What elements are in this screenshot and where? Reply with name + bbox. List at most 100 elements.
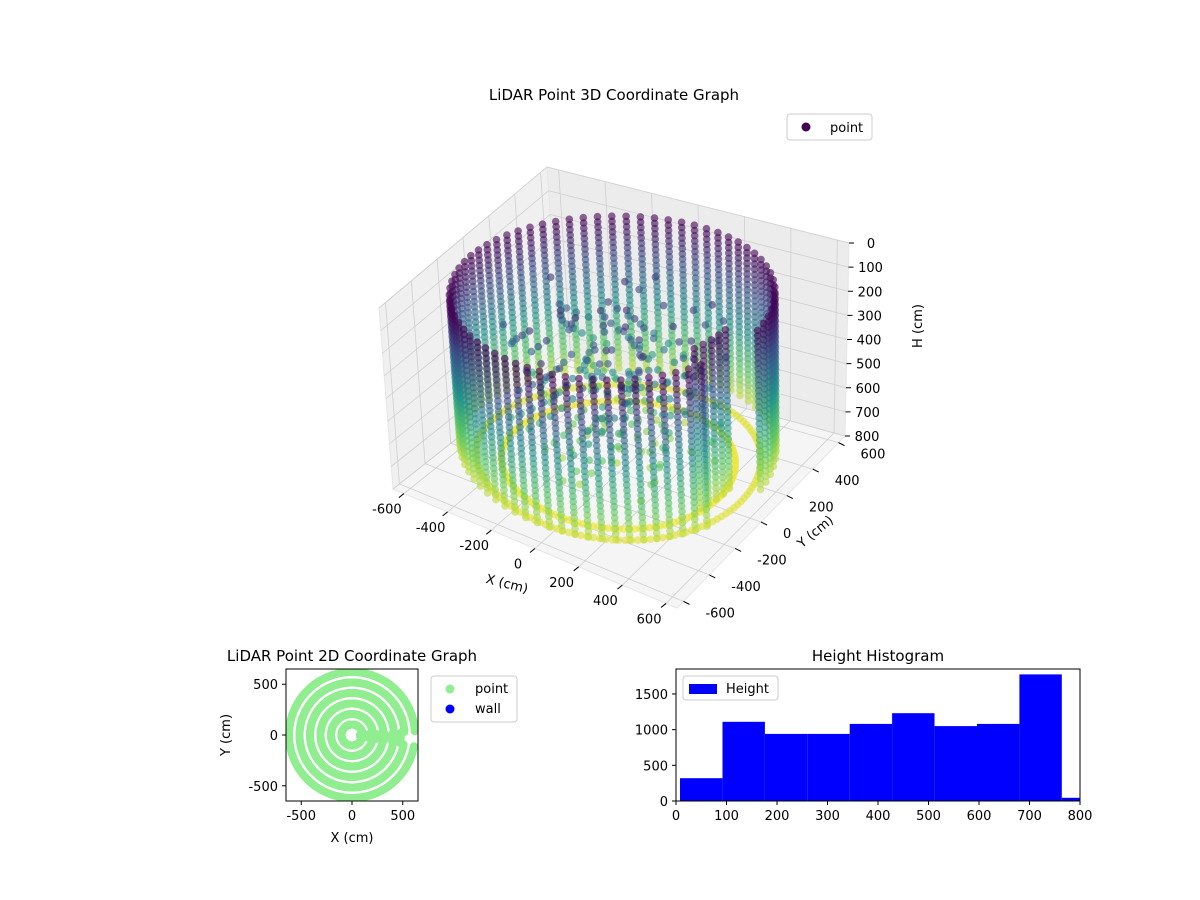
point-3d bbox=[675, 452, 684, 460]
point-3d bbox=[543, 491, 552, 499]
point-3d bbox=[707, 341, 716, 350]
chart-2d: LiDAR Point 2D Coordinate Graph -500 0 500… bbox=[219, 647, 518, 846]
point-3d bbox=[512, 375, 521, 384]
point-3d bbox=[635, 447, 643, 455]
point-3d bbox=[645, 384, 654, 393]
point-3d bbox=[717, 424, 726, 432]
point-3d bbox=[666, 268, 674, 277]
point-3d bbox=[754, 343, 762, 351]
point-3d bbox=[637, 223, 645, 232]
point-3d bbox=[692, 289, 700, 298]
point-3d bbox=[704, 288, 712, 296]
point-3d bbox=[621, 448, 629, 456]
point-3d bbox=[761, 407, 769, 415]
point-3d bbox=[725, 259, 733, 268]
point-3d bbox=[659, 388, 668, 396]
point-3d bbox=[715, 286, 723, 295]
point-3d bbox=[659, 533, 667, 542]
point-3d bbox=[714, 239, 722, 247]
point-3d bbox=[751, 297, 759, 305]
point-3d bbox=[617, 381, 625, 390]
point-3d bbox=[672, 374, 680, 382]
y3d-tick bbox=[683, 600, 690, 605]
point-3d bbox=[639, 535, 648, 544]
point-3d bbox=[754, 359, 762, 368]
point-3d bbox=[518, 331, 526, 340]
point-3d bbox=[653, 287, 661, 296]
point-3d bbox=[703, 272, 712, 280]
point-3d bbox=[621, 277, 629, 286]
point-3d bbox=[562, 383, 570, 392]
point-3d bbox=[529, 449, 537, 457]
point-3d bbox=[592, 436, 601, 444]
point-3d bbox=[581, 478, 590, 487]
point-3d bbox=[689, 482, 698, 490]
point-3d bbox=[664, 499, 673, 508]
point-3d bbox=[603, 387, 612, 396]
point-3d bbox=[735, 301, 743, 310]
point-3d bbox=[715, 281, 723, 290]
point-3d bbox=[660, 416, 669, 424]
point-3d bbox=[690, 344, 699, 353]
point-3d bbox=[717, 402, 725, 411]
point-3d bbox=[724, 440, 733, 449]
point-3d bbox=[693, 438, 702, 446]
point-3d bbox=[652, 261, 660, 270]
point-3d bbox=[690, 350, 699, 358]
point-3d bbox=[677, 223, 686, 232]
point-3d bbox=[533, 518, 542, 527]
point-3d bbox=[701, 483, 710, 492]
point-3d bbox=[603, 376, 611, 385]
point-3d bbox=[593, 447, 601, 455]
point-3d bbox=[568, 476, 576, 484]
point-3d bbox=[618, 392, 626, 401]
point-3d bbox=[680, 297, 688, 306]
point-3d bbox=[712, 495, 720, 503]
point-3d bbox=[529, 460, 538, 468]
point-3d bbox=[563, 405, 572, 414]
point-3d bbox=[715, 276, 723, 284]
point-3d bbox=[689, 487, 698, 496]
point-3d bbox=[553, 451, 562, 460]
point-3d bbox=[677, 485, 685, 494]
point-3d bbox=[703, 240, 711, 249]
point-3d bbox=[679, 271, 687, 279]
point-3d bbox=[665, 510, 673, 519]
point-3d bbox=[756, 458, 764, 466]
point-3d bbox=[604, 403, 613, 412]
point-3d bbox=[708, 358, 716, 366]
point-3d bbox=[590, 397, 598, 406]
point-3d bbox=[688, 454, 697, 462]
point-3d bbox=[650, 473, 658, 482]
point-3d bbox=[691, 372, 700, 380]
point-3d bbox=[569, 497, 577, 506]
point-3d bbox=[719, 473, 727, 482]
point-3d bbox=[632, 403, 641, 411]
point-3d bbox=[653, 534, 661, 543]
point-3d bbox=[725, 270, 733, 278]
point-3d bbox=[693, 427, 702, 435]
point-3d bbox=[608, 469, 616, 478]
point-3d bbox=[579, 445, 588, 454]
point-3d bbox=[736, 381, 744, 389]
point-3d bbox=[640, 324, 648, 332]
point-3d bbox=[715, 336, 723, 345]
point-3d bbox=[654, 308, 662, 317]
point-3d bbox=[686, 398, 694, 407]
point-3d bbox=[527, 347, 536, 356]
point-3d bbox=[651, 380, 659, 389]
point-3d bbox=[638, 508, 646, 516]
point-3d bbox=[677, 502, 686, 510]
point-3d bbox=[564, 416, 572, 425]
point-3d bbox=[651, 506, 660, 515]
point-3d bbox=[635, 285, 643, 294]
point-3d bbox=[662, 454, 671, 463]
point-3d bbox=[604, 392, 612, 401]
point-3d bbox=[673, 402, 682, 410]
point-3d bbox=[699, 416, 707, 425]
y3d-tick-label: -600 bbox=[705, 606, 735, 621]
point-3d bbox=[557, 516, 566, 524]
point-3d bbox=[754, 381, 763, 390]
point-3d bbox=[594, 463, 602, 472]
point-3d bbox=[715, 347, 724, 356]
